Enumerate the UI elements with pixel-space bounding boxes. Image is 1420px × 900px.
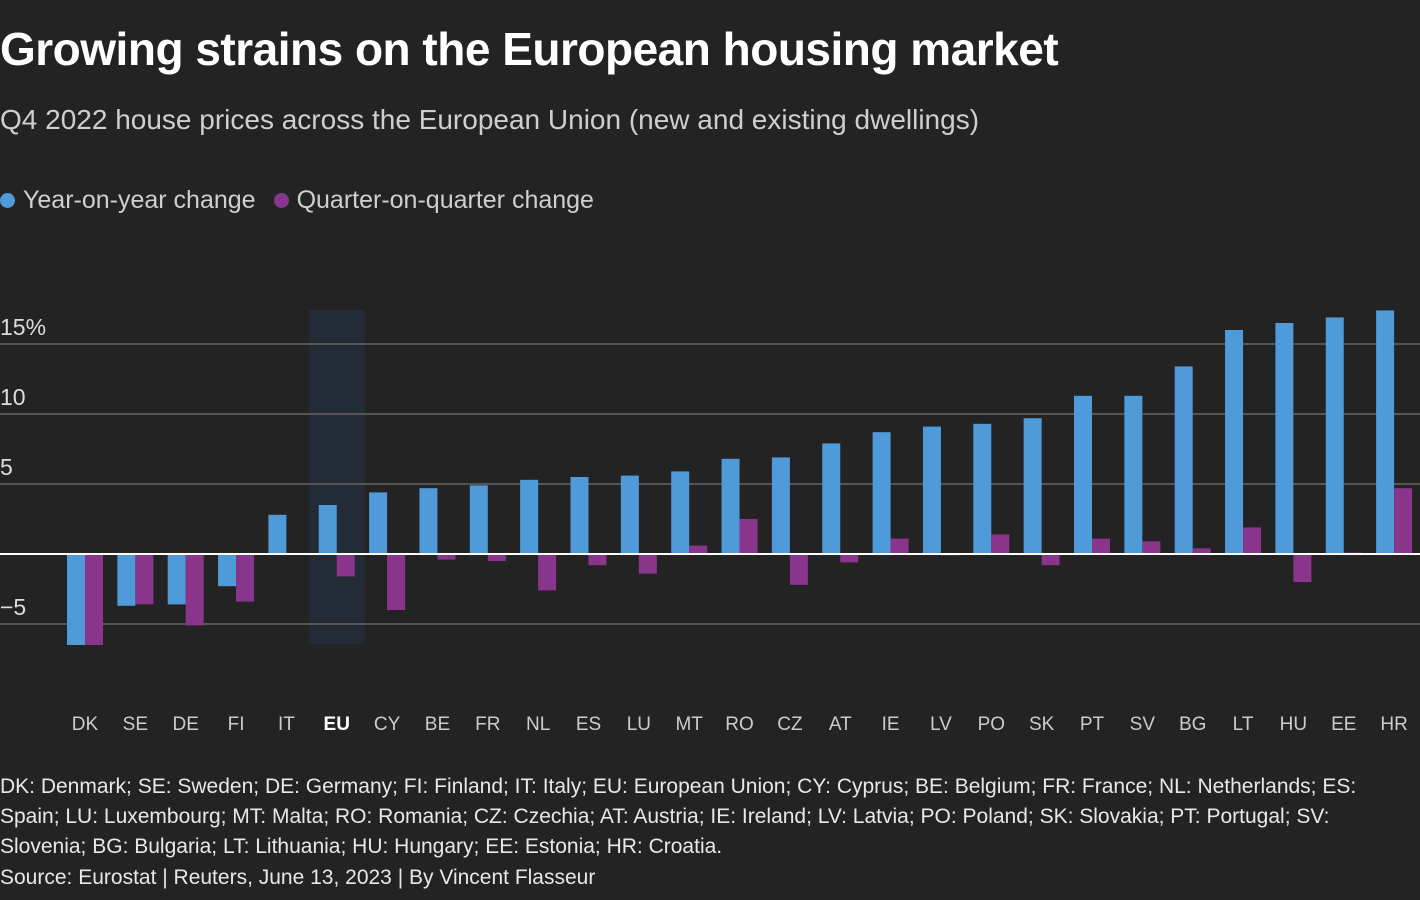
x-tick-label: NL bbox=[526, 714, 550, 735]
yoy-bar-lt bbox=[1225, 330, 1244, 554]
yoy-bar-at bbox=[822, 443, 841, 554]
yoy-bar-lv bbox=[922, 426, 941, 554]
x-tick-label: MT bbox=[675, 714, 703, 735]
x-tick-label: HR bbox=[1380, 714, 1407, 735]
yoy-bar-se bbox=[117, 554, 136, 606]
legend: Year-on-year change Quarter-on-quarter c… bbox=[0, 186, 594, 215]
legend-label: Quarter-on-quarter change bbox=[296, 186, 594, 214]
x-tick-label: LT bbox=[1233, 714, 1254, 735]
yoy-bar-ee bbox=[1325, 317, 1344, 554]
qoq-bar-cy bbox=[387, 554, 406, 610]
y-tick-label: 10 bbox=[0, 384, 26, 410]
yoy-bar-lu bbox=[620, 475, 639, 554]
qoq-bar-fi bbox=[236, 554, 255, 602]
qoq-bar-sv bbox=[1142, 541, 1161, 554]
yoy-bar-sv bbox=[1124, 395, 1143, 554]
yoy-bar-po bbox=[973, 423, 992, 554]
x-tick-label: AT bbox=[829, 714, 852, 735]
x-tick-label: BG bbox=[1179, 714, 1206, 735]
yoy-bar-fr bbox=[469, 485, 488, 554]
legend-dot-icon bbox=[273, 193, 289, 208]
x-tick-label: CZ bbox=[777, 714, 803, 735]
yoy-bar-dk bbox=[67, 554, 85, 645]
chart-subtitle: Q4 2022 house prices across the European… bbox=[0, 104, 980, 135]
x-tick-label: SE bbox=[123, 714, 148, 735]
x-tick-label: IE bbox=[882, 714, 900, 735]
yoy-bar-it bbox=[268, 514, 287, 554]
x-tick-label: PO bbox=[978, 714, 1005, 735]
x-tick-label: EE bbox=[1331, 714, 1356, 735]
yoy-bar-hu bbox=[1275, 323, 1294, 554]
x-tick-label: SV bbox=[1130, 714, 1156, 735]
x-tick-label: EU bbox=[324, 714, 350, 735]
qoq-bar-sk bbox=[1041, 554, 1060, 566]
qoq-bar-pt bbox=[1092, 538, 1110, 554]
qoq-bar-at bbox=[840, 554, 859, 563]
x-tick-label: LV bbox=[930, 714, 952, 735]
qoq-bar-po bbox=[991, 534, 1010, 554]
yoy-bar-be bbox=[419, 488, 438, 554]
yoy-bar-fi bbox=[218, 554, 237, 587]
legend-item-qoq: Quarter-on-quarter change bbox=[273, 186, 594, 215]
legend-label: Year-on-year change bbox=[23, 186, 256, 214]
x-tick-label: IT bbox=[278, 714, 295, 735]
yoy-bar-ie bbox=[872, 432, 891, 554]
x-tick-label: CY bbox=[374, 714, 401, 735]
qoq-bar-fr bbox=[487, 554, 506, 561]
y-tick-label: −5 bbox=[0, 594, 26, 620]
highlight-band bbox=[308, 310, 365, 644]
qoq-bar-hr bbox=[1394, 488, 1413, 554]
x-tick-label: ES bbox=[576, 714, 601, 735]
legend-dot-icon bbox=[0, 193, 15, 208]
x-tick-label: HU bbox=[1280, 714, 1307, 735]
yoy-bar-ro bbox=[721, 458, 740, 554]
source-credit: Source: Eurostat | Reuters, June 13, 202… bbox=[0, 866, 596, 889]
yoy-bar-de bbox=[167, 554, 186, 605]
yoy-bar-pt bbox=[1074, 395, 1092, 554]
qoq-bar-eu bbox=[336, 554, 355, 577]
qoq-bar-de bbox=[185, 554, 204, 626]
qoq-bar-be bbox=[437, 554, 456, 560]
yoy-bar-cy bbox=[369, 492, 388, 554]
legend-item-yoy: Year-on-year change bbox=[0, 186, 256, 215]
yoy-bar-bg bbox=[1174, 366, 1193, 554]
yoy-bar-mt bbox=[671, 471, 690, 554]
x-tick-label: BE bbox=[425, 714, 450, 735]
qoq-bar-nl bbox=[538, 554, 557, 591]
yoy-bar-nl bbox=[520, 479, 539, 554]
qoq-bar-dk bbox=[85, 554, 103, 645]
x-tick-label: FR bbox=[475, 714, 500, 735]
x-tick-label: SK bbox=[1029, 714, 1055, 735]
x-tick-label: PT bbox=[1080, 714, 1105, 735]
qoq-bar-cz bbox=[789, 554, 808, 585]
x-tick-label: RO bbox=[725, 714, 754, 735]
footnote-abbreviations: DK: Denmark; SE: Sweden; DE: Germany; FI… bbox=[0, 775, 1357, 858]
x-tick-label: DE bbox=[172, 714, 198, 735]
y-tick-label: 5 bbox=[0, 454, 13, 480]
x-tick-label: DK bbox=[72, 714, 99, 735]
qoq-bar-hu bbox=[1293, 554, 1312, 582]
qoq-bar-es bbox=[588, 554, 607, 566]
bar-chart: 15% 10 5 −5 DK SE DE FI IT EU CY BE FR NL ES LU MT RO CZ AT… bbox=[0, 310, 1420, 735]
qoq-bar-se bbox=[135, 554, 154, 605]
qoq-bar-ro bbox=[739, 519, 758, 554]
x-tick-label: FI bbox=[228, 714, 245, 735]
yoy-bar-cz bbox=[771, 457, 790, 554]
yoy-bar-es bbox=[570, 477, 589, 554]
yoy-bar-eu bbox=[318, 505, 337, 554]
qoq-bar-ie bbox=[890, 538, 909, 554]
qoq-bar-mt bbox=[689, 545, 708, 554]
yoy-bar-hr bbox=[1376, 310, 1395, 554]
yoy-bar-sk bbox=[1023, 418, 1042, 554]
qoq-bar-lt bbox=[1243, 527, 1262, 554]
qoq-bar-bg bbox=[1192, 548, 1211, 554]
y-tick-label: 15% bbox=[0, 314, 46, 340]
x-tick-label: LU bbox=[627, 714, 651, 735]
chart-title: Growing strains on the European housing … bbox=[0, 23, 1059, 75]
qoq-bar-lu bbox=[638, 554, 657, 574]
